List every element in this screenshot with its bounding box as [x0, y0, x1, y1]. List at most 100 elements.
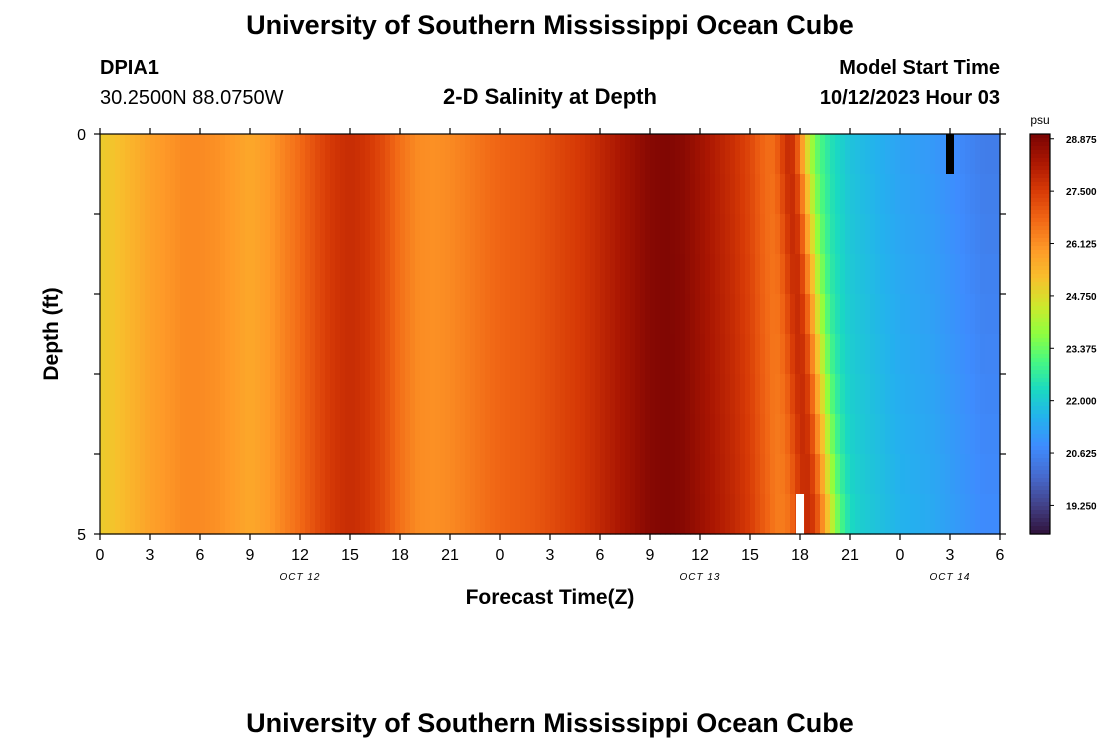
heatmap-cell	[570, 254, 576, 295]
heatmap-cell	[510, 214, 516, 255]
heatmap-cell	[820, 454, 826, 495]
heatmap-cell	[615, 494, 621, 535]
heatmap-cell	[765, 494, 771, 535]
heatmap-cell	[270, 414, 276, 455]
heatmap-cell	[630, 254, 636, 295]
heatmap-cell	[320, 294, 326, 335]
heatmap-cell	[105, 174, 111, 215]
heatmap-cell	[100, 454, 106, 495]
heatmap-cell	[330, 334, 336, 375]
heatmap-cell	[910, 374, 916, 415]
heatmap-cell	[175, 294, 181, 335]
heatmap-cell	[960, 494, 966, 535]
heatmap-cell	[220, 174, 226, 215]
x-tick-label: 15	[341, 547, 359, 564]
heatmap-cell	[250, 494, 256, 535]
heatmap-cell	[245, 414, 251, 455]
heatmap-cell	[255, 214, 261, 255]
heatmap-cell	[750, 214, 756, 255]
missing-data-cell	[946, 134, 954, 174]
heatmap-cell	[690, 334, 696, 375]
heatmap-cell	[790, 494, 796, 535]
heatmap-cell	[785, 374, 791, 415]
heatmap-cell	[885, 214, 891, 255]
heatmap-cell	[890, 334, 896, 375]
heatmap-cell	[310, 454, 316, 495]
heatmap-cell	[190, 174, 196, 215]
heatmap-cell	[880, 254, 886, 295]
heatmap-cell	[290, 294, 296, 335]
heatmap-cell	[225, 294, 231, 335]
heatmap-cell	[320, 174, 326, 215]
heatmap-cell	[900, 494, 906, 535]
heatmap-cell	[140, 254, 146, 295]
heatmap-cell	[465, 134, 471, 175]
heatmap-cell	[260, 134, 266, 175]
heatmap-cell	[625, 494, 631, 535]
heatmap-cell	[260, 294, 266, 335]
heatmap-cell	[325, 134, 331, 175]
colorbar-swatch	[1030, 166, 1050, 171]
heatmap-cell	[455, 254, 461, 295]
heatmap-cell	[945, 294, 951, 335]
heatmap-cell	[770, 414, 776, 455]
heatmap-cell	[110, 494, 116, 535]
heatmap-cell	[430, 214, 436, 255]
heatmap-cell	[690, 374, 696, 415]
heatmap-cell	[110, 134, 116, 175]
heatmap-cell	[610, 374, 616, 415]
heatmap-cell	[875, 214, 881, 255]
heatmap-cell	[410, 294, 416, 335]
heatmap-cell	[575, 494, 581, 535]
heatmap-cell	[675, 374, 681, 415]
heatmap-cell	[865, 414, 871, 455]
colorbar-swatch	[1030, 390, 1050, 395]
heatmap-cell	[745, 334, 751, 375]
heatmap-cell	[405, 214, 411, 255]
heatmap-cell	[635, 134, 641, 175]
heatmap-cell	[400, 174, 406, 215]
heatmap-cell	[170, 174, 176, 215]
heatmap-cell	[785, 414, 791, 455]
heatmap-cell	[775, 494, 781, 535]
heatmap-cell	[815, 294, 821, 335]
heatmap-cell	[995, 494, 1001, 535]
colorbar-tick-label: 27.500	[1066, 187, 1097, 198]
heatmap-cell	[605, 334, 611, 375]
heatmap-cell	[110, 414, 116, 455]
heatmap-cell	[415, 494, 421, 535]
heatmap-cell	[450, 134, 456, 175]
heatmap-cell	[620, 214, 626, 255]
heatmap-cell	[285, 214, 291, 255]
heatmap-cell	[705, 214, 711, 255]
heatmap-cell	[395, 174, 401, 215]
heatmap-cell	[640, 174, 646, 215]
heatmap-cell	[195, 374, 201, 415]
heatmap-cell	[240, 414, 246, 455]
heatmap-cell	[820, 174, 826, 215]
heatmap-cell	[440, 334, 446, 375]
heatmap-cell	[640, 254, 646, 295]
heatmap-cell	[585, 174, 591, 215]
heatmap-cell	[745, 214, 751, 255]
x-tick-label: 3	[946, 547, 955, 564]
heatmap-cell	[405, 454, 411, 495]
heatmap-cell	[820, 374, 826, 415]
heatmap-cell	[910, 254, 916, 295]
heatmap-cell	[650, 494, 656, 535]
colorbar-swatch	[1030, 362, 1050, 367]
heatmap-cell	[375, 374, 381, 415]
heatmap-cell	[395, 254, 401, 295]
heatmap-cell	[150, 494, 156, 535]
heatmap-cell	[555, 134, 561, 175]
heatmap-cell	[490, 374, 496, 415]
heatmap-cell	[655, 214, 661, 255]
heatmap-cell	[500, 134, 506, 175]
heatmap-cell	[375, 294, 381, 335]
heatmap-cell	[925, 254, 931, 295]
heatmap-cell	[585, 454, 591, 495]
heatmap-cell	[680, 294, 686, 335]
heatmap-cell	[470, 214, 476, 255]
heatmap-cell	[205, 174, 211, 215]
colorbar-swatch	[1030, 186, 1050, 191]
